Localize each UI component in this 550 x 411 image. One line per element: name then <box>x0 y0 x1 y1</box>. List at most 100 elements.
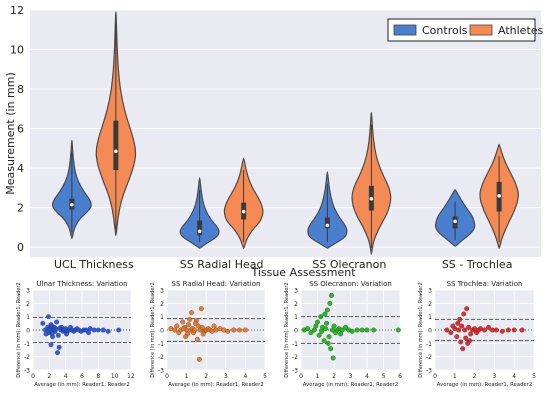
data-point <box>116 327 122 333</box>
y-tick-label: -1 <box>24 341 30 348</box>
data-point <box>319 328 325 334</box>
data-point <box>55 350 60 356</box>
data-point <box>86 330 91 336</box>
x-tick-label: 4 <box>243 373 247 380</box>
data-point <box>40 320 46 326</box>
y-tick-label: 1 <box>294 314 298 321</box>
data-point <box>191 327 197 333</box>
x-tick-label: 6 <box>398 373 402 380</box>
y-tick-label: -1 <box>292 341 298 348</box>
y-tick-label: 1 <box>428 314 432 321</box>
y-tick-label: -2 <box>292 354 298 361</box>
legend-swatch <box>469 24 493 36</box>
x-tick-label: 3 <box>349 373 353 380</box>
data-point <box>196 356 202 362</box>
x-tick-label: 12 <box>127 373 135 380</box>
data-point <box>499 328 505 334</box>
data-point <box>305 326 311 332</box>
x-tick-label: 3 <box>492 373 496 380</box>
data-point <box>327 300 333 306</box>
data-point <box>349 328 355 334</box>
data-point <box>456 327 462 333</box>
data-point <box>395 327 401 333</box>
y-tick-label: -1 <box>158 341 164 348</box>
x-tick-label: 10 <box>111 373 119 380</box>
data-point <box>95 327 101 333</box>
data-point <box>467 338 473 344</box>
violin-box <box>324 217 330 229</box>
y-axis-label: Difference (in mm): Reader1, Reader2 <box>418 282 424 377</box>
data-point <box>322 311 328 317</box>
violin-median <box>241 209 246 214</box>
data-point <box>482 327 487 333</box>
y-tick-label: -3 <box>426 368 432 375</box>
data-point <box>458 339 464 345</box>
x-tick-label: SS - Trochlea <box>442 258 513 271</box>
data-point <box>460 346 466 352</box>
y-tick-label: 6 <box>17 123 24 136</box>
y-tick-label: 2 <box>294 301 298 308</box>
data-point <box>54 319 60 325</box>
y-tick-label: 8 <box>17 83 24 96</box>
x-tick-label: 5 <box>532 373 536 380</box>
x-tick-label: UCL Thickness <box>54 258 134 271</box>
data-point <box>187 316 192 322</box>
data-point <box>192 320 198 326</box>
data-point <box>181 326 187 332</box>
data-point <box>450 323 456 329</box>
x-tick-label: 4 <box>64 373 68 380</box>
data-point <box>326 334 332 340</box>
y-tick-label: 0 <box>17 241 24 254</box>
data-point <box>329 292 334 298</box>
y-tick-label: 1 <box>160 314 164 321</box>
data-point <box>323 326 329 332</box>
data-point <box>91 327 97 333</box>
x-tick-label: 5 <box>382 373 386 380</box>
x-axis-label: Average (in mm): Reader1, Reader2 <box>437 382 532 388</box>
y-tick-label: 3 <box>26 288 30 295</box>
y-tick-label: 2 <box>17 202 24 215</box>
violin-chart: 0 2 4 6 8 10 12 Measurement (in mm) Tissue Asses… <box>4 4 544 279</box>
x-tick-label: 2 <box>47 373 51 380</box>
x-tick-label: SS Radial Head <box>180 258 264 271</box>
x-tick-label: 0 <box>433 373 437 380</box>
data-point <box>354 327 360 333</box>
violin-median <box>497 193 501 198</box>
data-point <box>364 327 370 333</box>
y-tick-label: 3 <box>294 288 298 295</box>
data-point <box>455 320 461 326</box>
data-point <box>48 322 54 328</box>
data-point <box>328 346 334 352</box>
legend-box <box>387 18 536 42</box>
y-tick-label: 12 <box>10 4 24 17</box>
data-point <box>57 325 63 331</box>
violin-median <box>197 229 202 234</box>
y-axis-label: Difference (in mm): Reader1, Reader2 <box>150 282 156 377</box>
data-point <box>324 307 330 313</box>
x-tick-label: 8 <box>96 373 100 380</box>
y-tick-label: -2 <box>24 354 30 361</box>
x-tick-label: 1 <box>453 373 457 380</box>
y-tick-label: 1 <box>26 314 30 321</box>
x-axis-label: Average (in mm): Reader1, Reader2 <box>168 382 263 388</box>
data-point <box>200 331 206 337</box>
data-point <box>55 332 61 338</box>
data-point <box>454 334 460 340</box>
data-point <box>56 344 62 350</box>
data-point <box>463 335 469 341</box>
scatter-panel-2: -3 -2 -1 0 1 2 3 0 1 2 3 4 5 SS Radial Head: Variatio… <box>150 280 267 388</box>
x-axis-label: Average (in mm): Reader1, Reader2 <box>303 382 398 388</box>
violin-median <box>114 149 118 154</box>
legend-label: Athletes <box>498 24 544 37</box>
data-point <box>486 324 491 330</box>
x-tick-label: 2 <box>332 373 336 380</box>
y-tick-label: 4 <box>17 162 24 175</box>
data-point <box>225 328 231 334</box>
y-tick-label: 0 <box>26 328 30 335</box>
y-tick-label: 3 <box>428 288 432 295</box>
panel-title: SS Olecranon: Variation <box>309 280 392 288</box>
data-point <box>505 327 511 333</box>
data-point <box>211 323 217 329</box>
x-tick-label: 1 <box>185 373 189 380</box>
